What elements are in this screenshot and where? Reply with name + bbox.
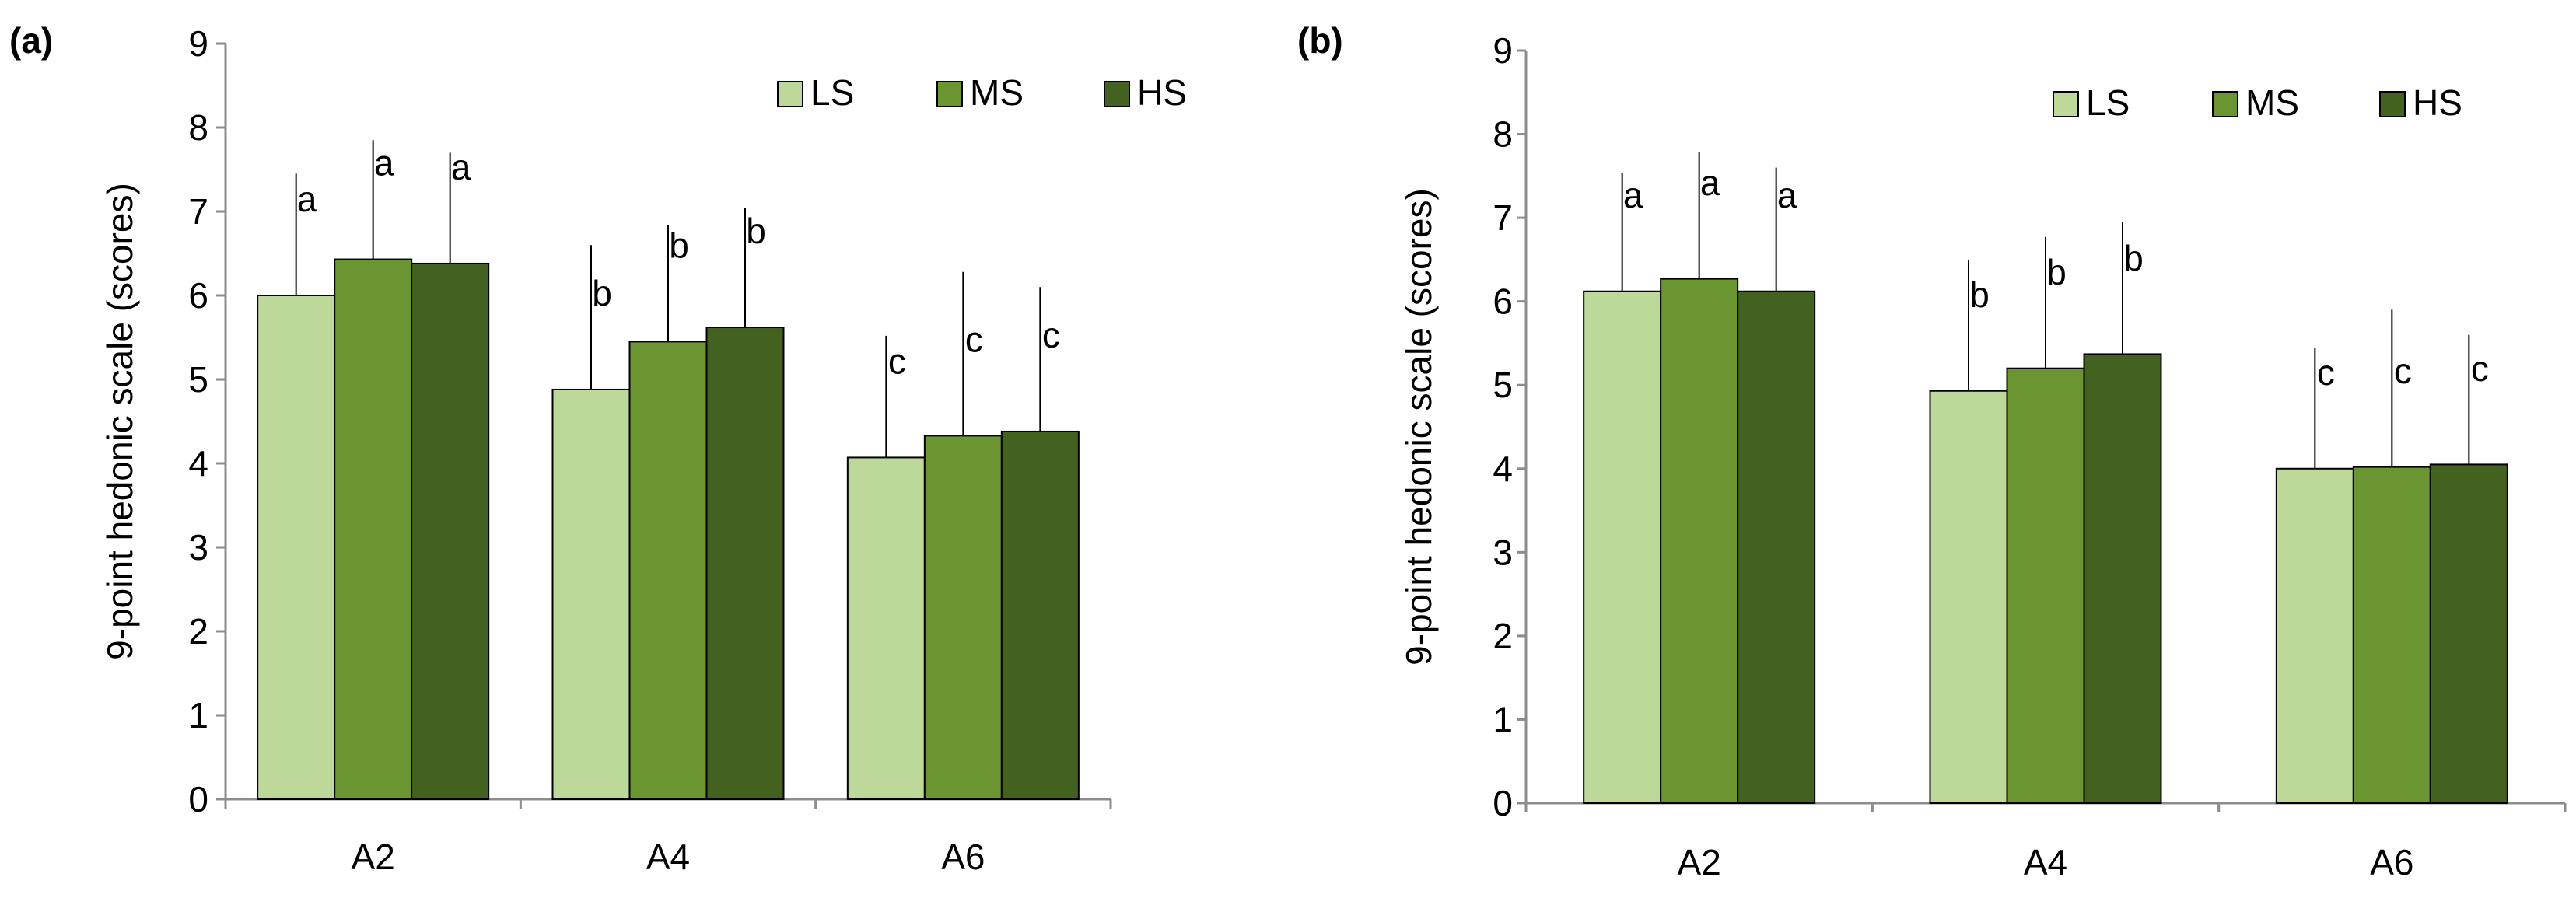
y-tick-label: 3 bbox=[188, 527, 208, 568]
bar-ls-a2 bbox=[257, 295, 336, 800]
legend-swatch-ls bbox=[777, 81, 803, 107]
significance-letter: c bbox=[1042, 315, 1060, 355]
significance-letter: b bbox=[2046, 252, 2067, 292]
bar-hs-a6 bbox=[1000, 430, 1080, 801]
significance-letter: b bbox=[592, 273, 612, 313]
significance-letter: a bbox=[1623, 175, 1643, 215]
legend-label-hs: HS bbox=[2413, 82, 2462, 123]
y-tick-label: 6 bbox=[188, 275, 208, 316]
y-tick-label: 6 bbox=[1493, 281, 1513, 322]
significance-letter: b bbox=[746, 211, 766, 251]
x-tick-label: A4 bbox=[646, 837, 690, 877]
y-tick-label: 5 bbox=[1493, 365, 1513, 405]
significance-letter: a bbox=[297, 179, 317, 219]
bar-hs-a4 bbox=[705, 327, 785, 801]
bar-ms-a4 bbox=[628, 341, 708, 800]
significance-letter: a bbox=[1777, 175, 1797, 215]
bar-ls-a6 bbox=[2275, 467, 2354, 804]
y-tick-label: 0 bbox=[1493, 783, 1513, 823]
bar-ls-a4 bbox=[551, 388, 631, 800]
y-tick-label: 4 bbox=[188, 443, 208, 484]
y-tick-label: 9 bbox=[188, 23, 208, 64]
y-tick-label: 1 bbox=[1493, 699, 1513, 739]
legend-swatch-hs bbox=[1104, 81, 1130, 107]
significance-letter: c bbox=[965, 319, 983, 359]
x-tick-label: A2 bbox=[352, 837, 395, 877]
x-tick-label: A6 bbox=[2370, 842, 2413, 882]
y-tick-label: 3 bbox=[1493, 532, 1513, 572]
panel-label: (a) bbox=[9, 20, 53, 61]
significance-letter: a bbox=[1700, 162, 1720, 203]
legend-swatch-ms bbox=[936, 81, 963, 107]
bar-ls-a4 bbox=[1929, 390, 2008, 804]
y-tick-label: 0 bbox=[188, 779, 208, 819]
bar-hs-a2 bbox=[1737, 290, 1816, 804]
significance-letter: c bbox=[888, 341, 906, 381]
bar-ms-a6 bbox=[2352, 466, 2431, 804]
chart-panel-b: (b) 0 1 2 3 4 5 6 7 8 9 9-point hedonic scale (scor… bbox=[1297, 20, 2567, 882]
bar-ms-a2 bbox=[334, 258, 413, 800]
significance-letter: c bbox=[2471, 348, 2489, 389]
y-tick-label: 1 bbox=[188, 695, 208, 736]
chart-panel-a: (a) 0 1 2 3 4 5 6 7 8 9 9-point hedonic scale (scor… bbox=[9, 20, 1187, 877]
legend: LS MS HS bbox=[777, 72, 1187, 113]
legend: LS MS HS bbox=[2053, 82, 2462, 123]
bar-ms-a2 bbox=[1660, 278, 1739, 805]
significance-letter: c bbox=[2317, 352, 2335, 393]
y-axis-title: 9-point hedonic scale (scores) bbox=[1398, 188, 1439, 666]
bar-ms-a4 bbox=[2006, 367, 2085, 804]
bar-hs-a6 bbox=[2429, 463, 2508, 805]
significance-letter: b bbox=[1969, 274, 1990, 315]
y-tick-label: 8 bbox=[188, 107, 208, 148]
bar-hs-a2 bbox=[411, 262, 490, 800]
y-tick-label: 4 bbox=[1493, 449, 1513, 489]
legend-label-hs: HS bbox=[1137, 72, 1187, 113]
significance-letter: b bbox=[2123, 238, 2144, 278]
x-tick-label: A6 bbox=[941, 837, 985, 877]
y-tick-label: 9 bbox=[1493, 30, 1513, 71]
y-tick-label: 2 bbox=[188, 611, 208, 652]
bar-ms-a6 bbox=[923, 435, 1003, 800]
y-tick-label: 8 bbox=[1493, 114, 1513, 155]
y-axis-title: 9-point hedonic scale (scores) bbox=[100, 183, 140, 660]
panel-label: (b) bbox=[1297, 20, 1343, 61]
legend-label-ms: MS bbox=[2245, 82, 2299, 123]
bar-ls-a2 bbox=[1583, 290, 1662, 804]
significance-letter: c bbox=[2394, 351, 2412, 391]
y-tick-label: 7 bbox=[1493, 197, 1513, 238]
y-tick-label: 7 bbox=[188, 191, 208, 232]
legend-label-ls: LS bbox=[2086, 82, 2130, 123]
legend-swatch-ms bbox=[2212, 91, 2238, 117]
significance-letter: b bbox=[669, 225, 689, 265]
legend-label-ls: LS bbox=[810, 72, 854, 113]
significance-letter: a bbox=[374, 143, 394, 183]
legend-swatch-hs bbox=[2379, 91, 2406, 117]
x-tick-label: A2 bbox=[1678, 842, 1721, 882]
bar-ls-a6 bbox=[846, 456, 926, 800]
legend-swatch-ls bbox=[2053, 91, 2079, 117]
significance-letter: a bbox=[451, 147, 471, 187]
legend-label-ms: MS bbox=[970, 72, 1024, 113]
x-tick-label: A4 bbox=[2024, 842, 2067, 882]
y-tick-label: 5 bbox=[188, 359, 208, 400]
bar-hs-a4 bbox=[2083, 353, 2162, 804]
y-tick-label: 2 bbox=[1493, 616, 1513, 656]
